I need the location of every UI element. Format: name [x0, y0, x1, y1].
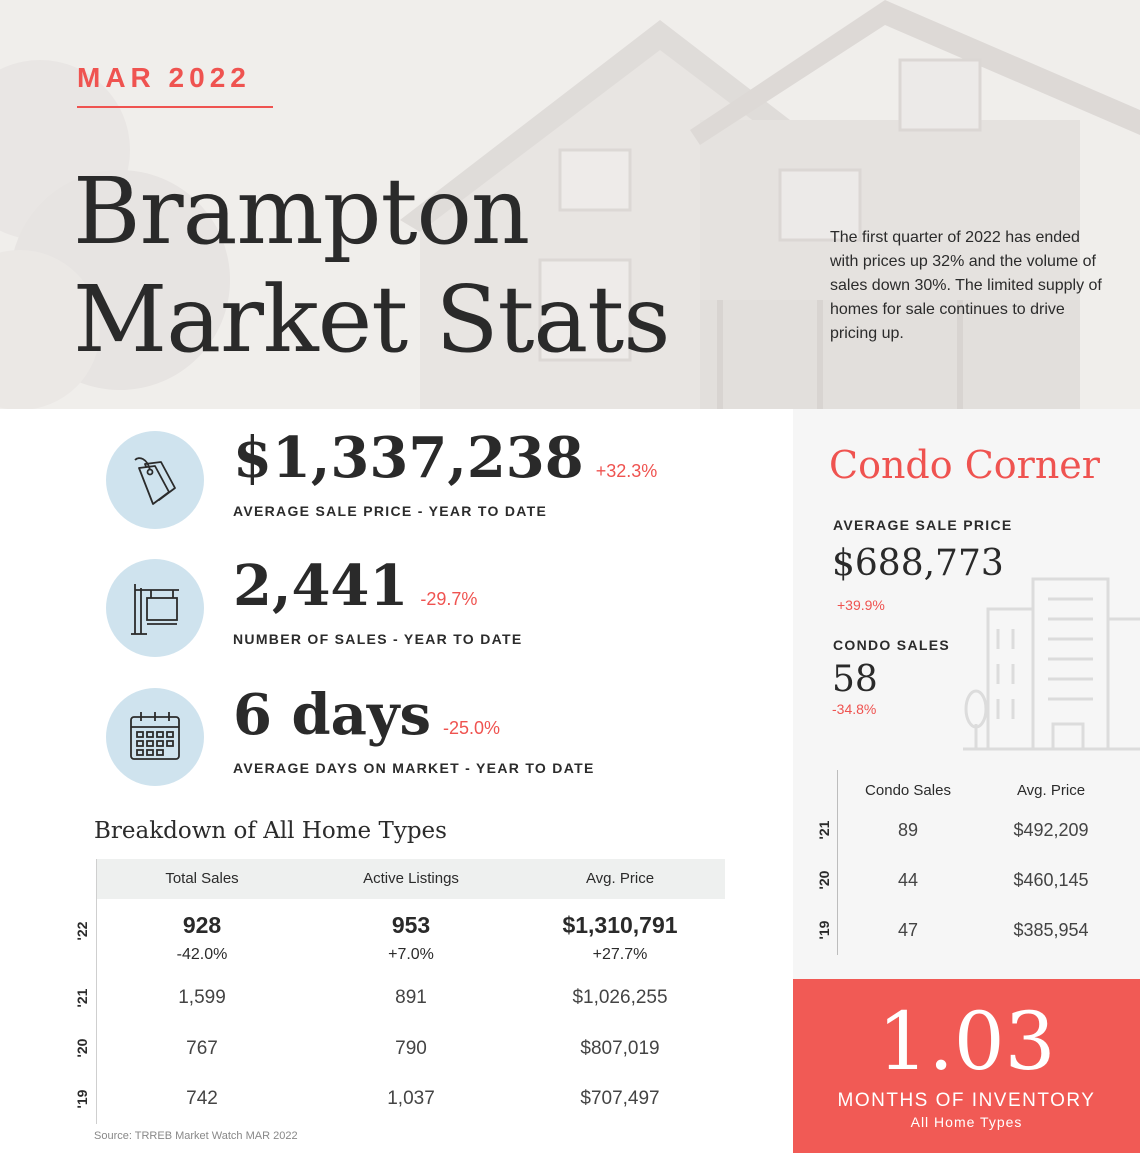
condo-cell: 89 — [897, 820, 919, 840]
kpi-icon-circle — [106, 431, 204, 529]
condo-col-avg-price: Avg. Price — [1016, 782, 1086, 799]
breakdown-col-total-sales: Total Sales — [165, 870, 239, 887]
condo-year-label: '20 — [816, 870, 832, 890]
kpi-change: +32.3% — [595, 461, 658, 481]
kpi-value: 6 days — [233, 682, 431, 748]
condo-year-label: '21 — [816, 820, 832, 840]
condo-cell: 44 — [897, 870, 919, 890]
condo-avg-price-label: AVERAGE SALE PRICE — [833, 517, 1013, 533]
kpi-label: NUMBER OF SALES - YEAR TO DATE — [233, 631, 523, 647]
condo-col-sales: Condo Sales — [865, 782, 951, 799]
kpi-value: $1,337,238 — [233, 425, 584, 491]
breakdown-cell: $807,019 — [580, 1038, 660, 1059]
kpi-label: AVERAGE DAYS ON MARKET - YEAR TO DATE — [233, 760, 595, 776]
breakdown-cell: $1,026,255 — [572, 987, 668, 1008]
kpi-average-sale-price: $1,337,238 +32.3% AVERAGE SALE PRICE - YE… — [106, 425, 746, 541]
breakdown-cell: 742 — [186, 1088, 218, 1109]
inventory-value: 1.03 — [877, 995, 1056, 1088]
kpi-value-row: 2,441 -29.7% — [233, 553, 477, 619]
condo-sales-label: CONDO SALES — [833, 637, 950, 653]
breakdown-year-label: '22 — [74, 921, 90, 941]
breakdown-table-header — [97, 859, 725, 899]
condo-year-label: '19 — [816, 920, 832, 940]
for-sale-sign-icon — [131, 584, 179, 635]
breakdown-title: Breakdown of All Home Types — [94, 818, 447, 844]
breakdown-cell: 891 — [395, 987, 427, 1008]
breakdown-cell: 1,599 — [178, 987, 226, 1008]
condo-cell: 47 — [897, 920, 919, 940]
condo-avg-price-change: +39.9% — [837, 597, 885, 613]
intro-text: The first quarter of 2022 has ended with… — [830, 229, 1102, 342]
kpi-value-row: 6 days -25.0% — [233, 682, 500, 748]
breakdown-cell: $707,497 — [580, 1088, 660, 1109]
inventory-sublabel: All Home Types — [910, 1114, 1023, 1130]
page-title-line-2: Market Stats — [73, 266, 670, 373]
breakdown-divider — [96, 859, 97, 1124]
months-of-inventory-panel: 1.03 MONTHS OF INVENTORY All Home Types — [793, 979, 1140, 1153]
condo-corner-panel: Condo Corner AVERAGE SALE PRICE $688,773… — [793, 409, 1140, 979]
breakdown-cell: 1,037 — [387, 1088, 435, 1109]
condo-corner-title: Condo Corner — [829, 443, 1100, 487]
condo-cell: $385,954 — [1013, 920, 1089, 940]
page-title-line-1: Brampton — [73, 158, 530, 265]
breakdown-cell: 953 — [391, 912, 431, 938]
breakdown-col-active-listings: Active Listings — [363, 870, 459, 887]
breakdown-change: -42.0% — [176, 946, 228, 963]
price-tag-icon — [134, 457, 176, 505]
breakdown-change: +27.7% — [592, 946, 648, 963]
condo-sales-change: -34.8% — [832, 701, 877, 717]
condo-avg-price-value: $688,773 — [832, 543, 1004, 584]
buildings-icon — [963, 577, 1140, 751]
breakdown-col-avg-price: Avg. Price — [585, 870, 655, 887]
inventory-label: MONTHS OF INVENTORY — [837, 1090, 1096, 1111]
breakdown-year-label: '19 — [74, 1089, 90, 1109]
kpi-icon-circle — [106, 688, 204, 786]
report-month: MAR 2022 — [77, 62, 251, 93]
kpi-days-on-market: 6 days -25.0% AVERAGE DAYS ON MARKET - YE… — [106, 682, 746, 798]
kpi-change: -25.0% — [442, 718, 501, 738]
breakdown-cell: 767 — [186, 1038, 218, 1059]
breakdown-cell: $1,310,791 — [562, 912, 678, 938]
house-background-image — [0, 0, 1140, 409]
breakdown-year-label: '20 — [74, 1038, 90, 1058]
kpi-change: -29.7% — [420, 589, 478, 609]
kpi-number-of-sales: 2,441 -29.7% NUMBER OF SALES - YEAR TO DA… — [106, 553, 746, 669]
source-note: Source: TRREB Market Watch MAR 2022 — [94, 1130, 298, 1142]
calendar-icon — [130, 712, 180, 760]
breakdown-cell: 928 — [182, 912, 222, 938]
kpi-value: 2,441 — [233, 553, 409, 619]
condo-table-divider — [837, 770, 838, 955]
condo-cell: $492,209 — [1013, 820, 1089, 840]
breakdown-change: +7.0% — [388, 946, 434, 963]
kpi-icon-circle — [106, 559, 204, 657]
hero-banner: MAR 2022 Brampton Market Stats The first… — [0, 0, 1140, 409]
month-underline — [77, 106, 273, 108]
breakdown-year-label: '21 — [74, 988, 90, 1008]
page-title: Brampton Market Stats — [73, 158, 670, 374]
kpi-label: AVERAGE SALE PRICE - YEAR TO DATE — [233, 503, 548, 519]
kpi-value-row: $1,337,238 +32.3% — [233, 425, 657, 491]
condo-sales-value: 58 — [832, 659, 878, 700]
condo-cell: $460,145 — [1013, 870, 1089, 890]
breakdown-cell: 790 — [395, 1038, 427, 1059]
